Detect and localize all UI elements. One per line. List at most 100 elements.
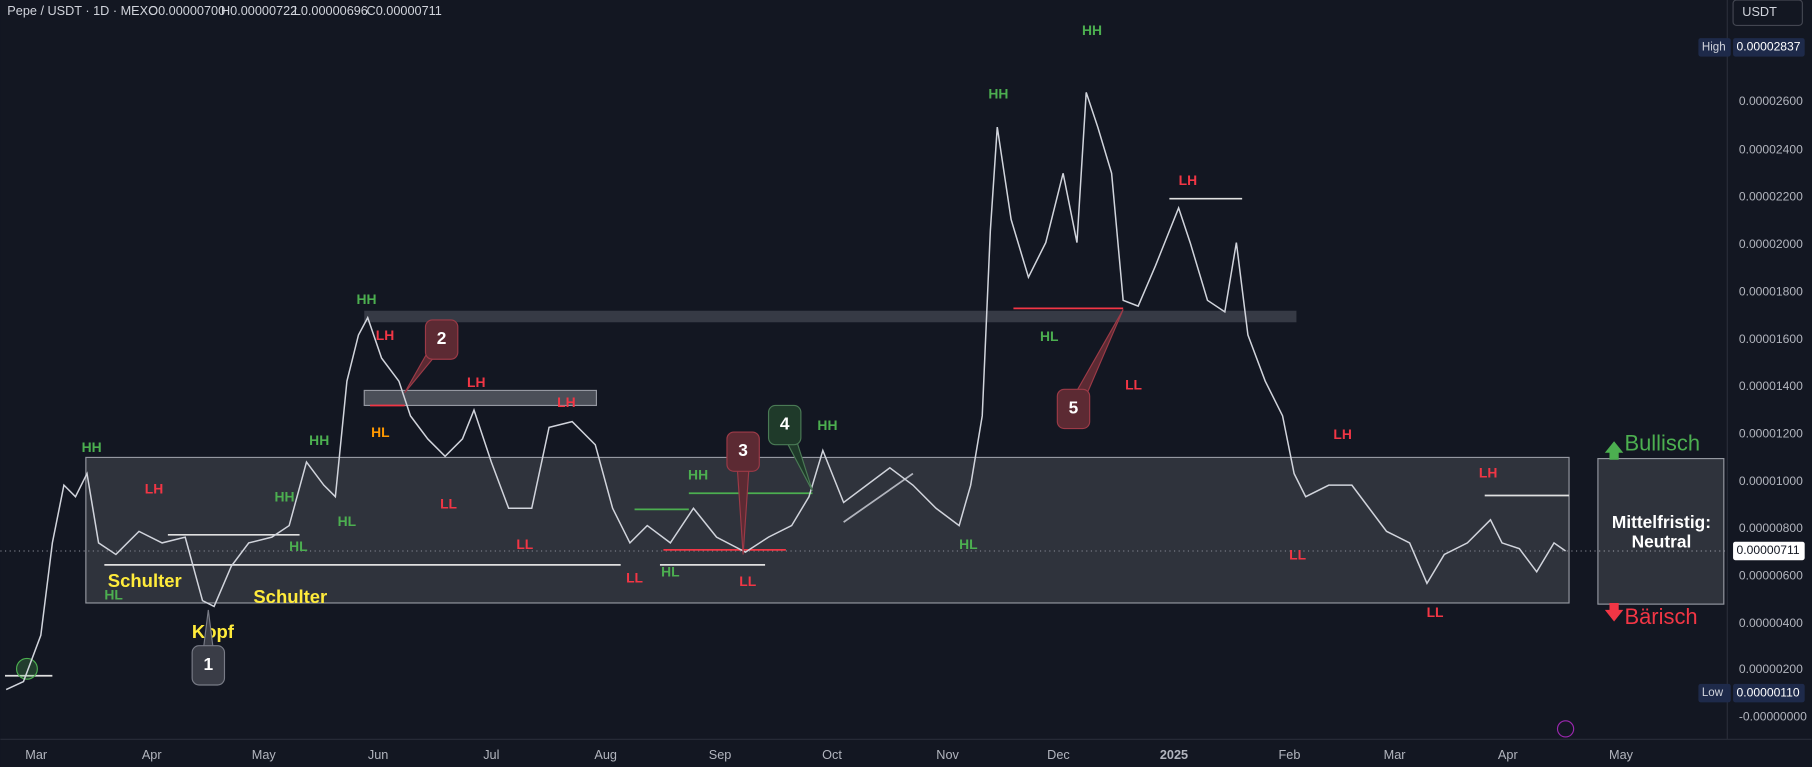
annotation: LL (626, 569, 643, 585)
price-label: 0.00001800 (1739, 284, 1803, 298)
annotation: Schulter (108, 570, 182, 591)
annotation: LH (557, 394, 575, 410)
callout (726, 431, 760, 472)
price-badge (1733, 683, 1805, 703)
price-trace (5, 92, 1567, 691)
price-label: 0.00002600 (1739, 94, 1803, 108)
time-label: Mar (1384, 748, 1407, 762)
annotation: HH (1082, 22, 1102, 38)
price-label: 0.00000400 (1739, 616, 1803, 630)
time-label: Apr (1498, 748, 1519, 762)
annotation: Schulter (253, 586, 327, 607)
annotation: Kopf (192, 621, 235, 642)
marker-circle (15, 657, 38, 680)
callout (1056, 388, 1091, 430)
zone-box (363, 389, 598, 407)
callout-label: 1 (203, 654, 213, 674)
current-price: 0.00000711 (1737, 543, 1800, 557)
currency-button[interactable] (1732, 0, 1803, 26)
resistance-band (364, 310, 1297, 323)
price-badge-label: Low (1702, 687, 1724, 699)
time-label: Apr (142, 748, 163, 762)
price-label: 0.00002400 (1739, 142, 1803, 156)
annotation: LL (739, 573, 756, 589)
callout-label: 3 (738, 440, 748, 460)
currency-button-label[interactable]: USDT (1742, 5, 1777, 19)
price-label: -0.00000000 (1739, 710, 1807, 724)
time-label: Oct (822, 748, 842, 762)
annotation: LH (1333, 426, 1351, 442)
price-badge (1698, 38, 1731, 57)
arrow-up (1604, 441, 1624, 460)
flash-icon[interactable] (1556, 720, 1575, 738)
annotation: HL (371, 424, 390, 440)
annotation: HH (309, 432, 329, 448)
annotation: LL (440, 495, 457, 511)
annotation: LL (1427, 604, 1444, 620)
price-label: 0.00001000 (1739, 474, 1803, 488)
price-label: 0.00002000 (1739, 237, 1803, 251)
annotation: LL (516, 536, 533, 552)
time-label: Jul (483, 748, 499, 762)
callout (767, 404, 802, 446)
time-label: Nov (936, 748, 959, 762)
price-badge (1733, 38, 1805, 57)
range-box (85, 456, 1570, 604)
arrow-down (1604, 602, 1624, 622)
price-badge-value: 0.00000110 (1737, 685, 1800, 699)
price-badge-label: High (1702, 41, 1726, 53)
price-label: 0.00001200 (1739, 427, 1803, 441)
callout (424, 319, 459, 360)
neutral-label: Neutral (1632, 531, 1692, 551)
callout-label: 5 (1069, 397, 1079, 417)
outlook-box (1597, 458, 1725, 605)
current-price-badge (1733, 541, 1805, 561)
bullish-label: Bullisch (1624, 431, 1700, 456)
annotation: LH (1179, 172, 1197, 188)
annotation: LH (376, 327, 394, 343)
levels (5, 197, 1570, 677)
annotation: HL (1040, 328, 1059, 344)
ohlc-value: O0.00000700 (148, 4, 225, 18)
annotation: HH (688, 467, 708, 483)
neutral-label: Mittelfristig: (1612, 512, 1711, 532)
ohlc-value: H0.00000722 (221, 4, 297, 18)
annotation: LH (467, 374, 485, 390)
price-badge (1698, 683, 1731, 703)
price-badge-value: 0.00002837 (1737, 40, 1801, 54)
annotation: HH (82, 439, 102, 455)
ohlc-value: L0.00000696 (294, 4, 368, 18)
annotation: LL (1125, 376, 1142, 392)
time-label: Jun (368, 748, 388, 762)
time-label: May (1609, 748, 1634, 762)
ohlc-value: C0.00000711 (367, 4, 442, 18)
symbol: Pepe / USDT · 1D · MEXC (7, 4, 157, 18)
annotation: LH (145, 480, 163, 496)
annotation: HL (289, 538, 308, 554)
time-label: Dec (1047, 748, 1070, 762)
annotation: LL (1289, 546, 1306, 562)
time-label: Feb (1279, 748, 1301, 762)
price-label: 0.00000600 (1739, 569, 1803, 583)
time-label: Aug (594, 748, 617, 762)
time-label: 2025 (1160, 748, 1188, 762)
price-label: 0.00002200 (1739, 190, 1803, 204)
time-label: May (252, 748, 277, 762)
callout-label: 4 (780, 414, 790, 434)
time-label: Sep (709, 748, 732, 762)
annotation: HL (661, 564, 680, 580)
bearish-label: Bärisch (1624, 604, 1697, 629)
price-label: 0.00000800 (1739, 521, 1803, 535)
price-label: 0.00000200 (1739, 662, 1803, 676)
annotation: HH (275, 489, 295, 505)
annotation: HL (104, 587, 123, 603)
annotation: HL (338, 513, 357, 529)
price-label: 0.00001600 (1739, 332, 1803, 346)
time-label: Mar (25, 748, 48, 762)
annotation: HL (959, 536, 978, 552)
callout (191, 645, 226, 686)
annotation: LH (1479, 464, 1497, 480)
